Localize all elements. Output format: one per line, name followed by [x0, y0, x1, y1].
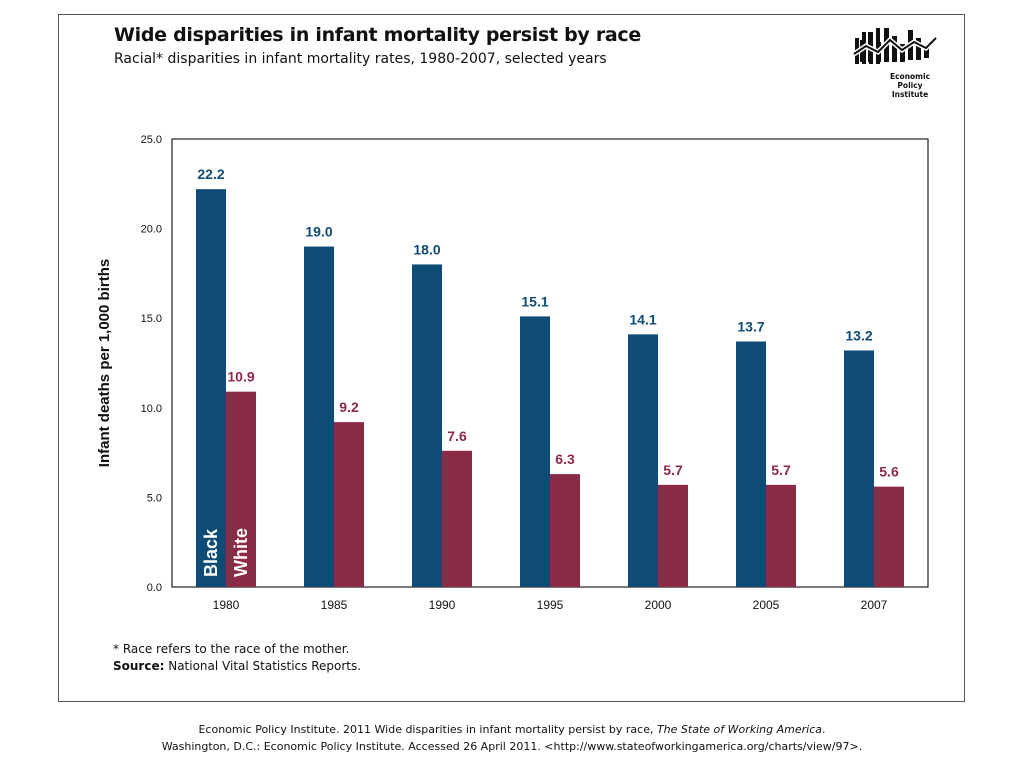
citation-part-c: .: [822, 723, 826, 736]
bar-black-1995: [520, 316, 550, 587]
x-tick-label-1995: 1995: [537, 598, 564, 612]
series-name-white: White: [231, 528, 251, 577]
y-tick-label: 0.0: [147, 582, 162, 594]
data-label-black-1980: 22.2: [197, 166, 224, 182]
source-text: National Vital Statistics Reports.: [164, 659, 362, 673]
x-tick-label-2000: 2000: [645, 598, 672, 612]
series-name-black: Black: [201, 528, 221, 577]
bar-white-2000: [658, 484, 688, 587]
bar-white-1985: [334, 422, 364, 587]
source-note: Source: National Vital Statistics Report…: [113, 659, 361, 673]
chart-title: Wide disparities in infant mortality per…: [114, 24, 641, 46]
bar-black-1990: [412, 264, 442, 587]
x-tick-label-2007: 2007: [861, 598, 888, 612]
x-tick-label-1980: 1980: [213, 598, 240, 612]
data-label-black-1990: 18.0: [413, 241, 440, 257]
bar-white-2005: [766, 484, 796, 587]
bars-group: 22.2 Black 10.9 White 19.0 9.2 18.0 7.6 15.1 6.3 1…: [196, 166, 904, 587]
bar-white-1990: [442, 450, 472, 587]
citation-line-2: Washington, D.C.: Economic Policy Instit…: [161, 740, 863, 753]
y-axis: 0.0 5.0 10.0 15.0 20.0 25.0: [141, 134, 162, 594]
x-tick-label-1990: 1990: [429, 598, 456, 612]
data-label-white-1985: 9.2: [339, 399, 359, 415]
bar-black-2000: [628, 334, 658, 587]
data-label-white-1990: 7.6: [447, 428, 467, 444]
logo-line-2: Policy: [897, 81, 923, 90]
y-tick-label: 25.0: [141, 134, 162, 146]
data-label-black-1985: 19.0: [305, 224, 332, 240]
bar-black-2007: [844, 350, 874, 587]
citation-book-title: The State of Working America: [656, 723, 823, 736]
x-tick-label-1985: 1985: [321, 598, 348, 612]
bar-white-1995: [550, 474, 580, 587]
bar-black-1980: [196, 189, 226, 587]
x-axis: 1980 1985 1990 1995 2000 2005 2007: [213, 598, 888, 612]
epi-logo-mark-icon: [852, 28, 938, 62]
race-footnote: * Race refers to the race of the mother.: [113, 642, 350, 656]
data-label-white-1980: 10.9: [227, 369, 254, 385]
bar-white-2007: [874, 486, 904, 587]
source-label: Source:: [113, 659, 165, 673]
data-label-black-2007: 13.2: [845, 327, 872, 343]
data-label-white-2007: 5.6: [879, 464, 899, 480]
data-label-white-1995: 6.3: [555, 451, 575, 467]
y-tick-label: 15.0: [141, 313, 162, 325]
citation-line-1: Economic Policy Institute. 2011 Wide dis…: [0, 723, 1024, 736]
data-label-black-2000: 14.1: [629, 311, 656, 327]
data-label-black-2005: 13.7: [737, 318, 764, 334]
logo-line-1: Economic: [889, 72, 931, 81]
x-tick-label-2005: 2005: [753, 598, 780, 612]
chart-subtitle: Racial* disparities in infant mortality …: [114, 51, 607, 67]
y-tick-label: 10.0: [141, 403, 162, 415]
data-label-white-2000: 5.7: [663, 462, 683, 478]
bar-white-1980: [226, 391, 256, 587]
bar-black-2005: [736, 341, 766, 587]
citation-part-a: Economic Policy Institute. 2011 Wide dis…: [198, 723, 657, 736]
data-label-white-2005: 5.7: [771, 462, 791, 478]
y-axis-label: Infant deaths per 1,000 births: [96, 259, 113, 467]
y-tick-label: 5.0: [147, 492, 162, 504]
bar-black-1985: [304, 246, 334, 587]
logo-line-3: Institute: [891, 90, 929, 99]
y-tick-label: 20.0: [141, 224, 162, 236]
data-label-black-1995: 15.1: [521, 293, 548, 309]
